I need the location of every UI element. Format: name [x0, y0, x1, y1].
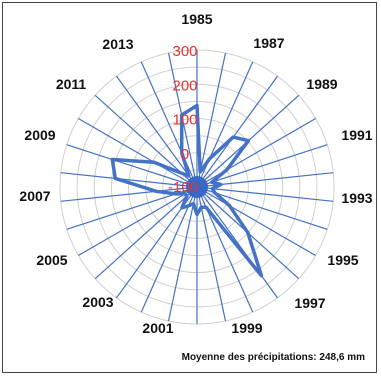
category-label-2009: 2009	[24, 127, 55, 143]
category-label-2007: 2007	[19, 188, 50, 204]
category-label-1999: 1999	[231, 320, 262, 336]
average-note: Moyenne des précipitations: 248,6 mm	[182, 352, 365, 363]
radial-tick-label: 0	[181, 146, 189, 163]
radial-tick-label: 200	[172, 77, 197, 94]
spoke	[196, 186, 334, 202]
category-label-1997: 1997	[294, 295, 325, 311]
spoke	[196, 75, 279, 188]
category-label-2011: 2011	[56, 76, 87, 92]
category-label-2005: 2005	[36, 252, 67, 268]
spoke	[78, 186, 198, 257]
category-label-2003: 2003	[82, 294, 113, 310]
spoke	[60, 186, 198, 202]
category-label-1991: 1991	[341, 127, 372, 143]
category-label-1995: 1995	[327, 252, 358, 268]
spokes	[60, 50, 334, 324]
spoke	[115, 75, 198, 188]
radial-tick-label: 300	[172, 43, 197, 60]
spoke	[196, 186, 279, 299]
radial-tick-label: -100	[168, 179, 198, 196]
spoke	[196, 117, 316, 188]
category-label-2001: 2001	[142, 320, 173, 336]
category-label-1985: 1985	[181, 11, 212, 27]
radial-tick-labels: -100 0 100 200 300	[168, 43, 198, 196]
category-label-1987: 1987	[253, 35, 284, 51]
spoke	[196, 186, 316, 257]
spoke	[196, 52, 227, 188]
category-label-1993: 1993	[341, 190, 372, 206]
spoke	[66, 144, 198, 188]
category-labels: 1985198719891991199319951997199920012003…	[19, 11, 372, 336]
category-label-1989: 1989	[306, 76, 337, 92]
spoke	[60, 172, 198, 188]
category-label-2013: 2013	[102, 36, 133, 52]
radial-tick-label: 100	[172, 112, 197, 129]
spoke	[94, 186, 198, 280]
spoke	[167, 186, 198, 322]
spoke	[78, 117, 198, 188]
series-layer	[110, 103, 264, 278]
spoke	[196, 144, 328, 188]
series-line	[110, 103, 264, 278]
center-blob	[186, 176, 208, 198]
